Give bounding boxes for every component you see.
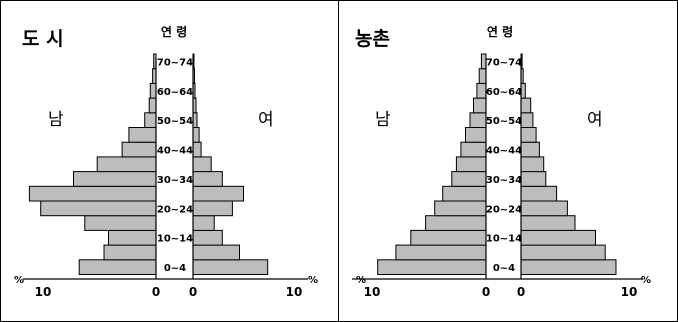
rural-male-bar	[395, 244, 487, 261]
rural-age-label: 50~54	[486, 116, 522, 127]
rural-male-bar	[377, 259, 487, 275]
rural-female-bar	[520, 229, 596, 246]
rural-age-label: 60~64	[486, 87, 522, 98]
urban-female-bar	[192, 156, 212, 173]
urban-male-bar	[144, 112, 157, 129]
urban-age-label: 0~4	[164, 263, 186, 274]
urban-female-bar	[192, 229, 223, 246]
urban-age-label: 10~14	[157, 234, 193, 245]
rural-male-bar	[473, 97, 487, 114]
urban-age-label: 50~54	[157, 116, 193, 127]
rural-age-label: 0~4	[493, 263, 515, 274]
urban-female-bar	[192, 244, 240, 261]
rural-age-label: 20~24	[486, 204, 522, 215]
urban-male-bar	[84, 215, 157, 231]
urban-age-label: 20~24	[157, 204, 193, 215]
rural-male-bar	[465, 127, 487, 143]
urban-pyramid: 0~4 10~14 20~24 30~34 40~44 50~54 60~64 70~74	[23, 53, 308, 280]
urban-male-bar	[40, 200, 157, 217]
urban-female-bar	[192, 185, 244, 202]
urban-pct-left: %	[14, 275, 24, 286]
rural-male-bar	[434, 200, 487, 217]
rural-male-label: 남	[375, 110, 391, 130]
rural-female-bar	[520, 97, 532, 114]
urban-male-bar	[149, 82, 157, 99]
urban-female-bar	[192, 215, 215, 231]
rural-tick-male-0: 0	[482, 285, 490, 299]
rural-female-label: 여	[587, 110, 603, 130]
rural-age-label: 40~44	[486, 146, 522, 157]
rural-female-bar	[520, 141, 540, 158]
urban-tick-male-0: 0	[152, 285, 160, 299]
rural-male-bar	[478, 68, 487, 84]
rural-male-bar	[469, 112, 487, 129]
rural-pct-left: %	[356, 275, 366, 286]
rural-tick-female-0: 0	[517, 285, 525, 299]
rural-age-label: 70~74	[486, 57, 522, 68]
urban-male-label: 남	[48, 110, 64, 130]
urban-female-label: 여	[258, 110, 274, 130]
urban-male-bar	[73, 171, 157, 187]
urban-female-bar	[192, 259, 269, 275]
rural-female-bar	[520, 171, 547, 187]
rural-pyramid: 0~4 10~14 20~24 30~34 40~44 50~54 60~64 70~74	[352, 53, 643, 280]
rural-age-label: 10~14	[486, 234, 522, 245]
urban-male-bar	[28, 185, 157, 202]
urban-tick-female-10: 10	[286, 285, 303, 299]
rural-age-label: 30~34	[486, 175, 522, 186]
urban-female-bar	[192, 112, 198, 129]
rural-female-bar	[520, 112, 534, 129]
urban-male-bar	[96, 156, 157, 173]
urban-age-label: 40~44	[157, 146, 193, 157]
urban-female-bar	[192, 171, 223, 187]
rural-male-bar	[410, 229, 487, 246]
rural-male-bar	[425, 215, 487, 231]
rural-female-bar	[520, 259, 617, 275]
urban-male-bar	[108, 229, 157, 246]
rural-female-bar	[520, 127, 537, 143]
urban-female-bar	[192, 141, 202, 158]
urban-pct-right: %	[308, 275, 318, 286]
rural-tick-female-10: 10	[621, 285, 638, 299]
urban-tick-male-10: 10	[35, 285, 52, 299]
rural-female-bar	[520, 185, 558, 202]
rural-male-bar	[451, 171, 487, 187]
urban-male-bar	[103, 244, 157, 261]
rural-female-bar	[520, 200, 568, 217]
rural-male-bar	[460, 141, 487, 158]
rural-age-header: 연 령	[487, 24, 513, 39]
rural-pct-right: %	[641, 275, 651, 286]
urban-age-header: 연 령	[161, 24, 187, 39]
urban-male-bar	[128, 127, 157, 143]
urban-male-bar	[78, 259, 157, 275]
urban-age-label: 70~74	[157, 57, 193, 68]
rural-title: 농촌	[355, 28, 390, 50]
urban-female-bar	[192, 127, 200, 143]
rural-female-bar	[520, 156, 545, 173]
rural-tick-male-10: 10	[364, 285, 381, 299]
urban-tick-female-0: 0	[189, 285, 197, 299]
rural-female-bar	[520, 215, 576, 231]
rural-male-bar	[442, 185, 487, 202]
rural-female-bar	[520, 244, 606, 261]
urban-title: 도 시	[22, 28, 64, 50]
urban-male-bar	[148, 97, 157, 114]
urban-age-label: 60~64	[157, 87, 193, 98]
rural-male-bar	[476, 82, 487, 99]
urban-male-bar	[121, 141, 157, 158]
urban-age-label: 30~34	[157, 175, 193, 186]
urban-female-bar	[192, 200, 233, 217]
rural-male-bar	[455, 156, 487, 173]
